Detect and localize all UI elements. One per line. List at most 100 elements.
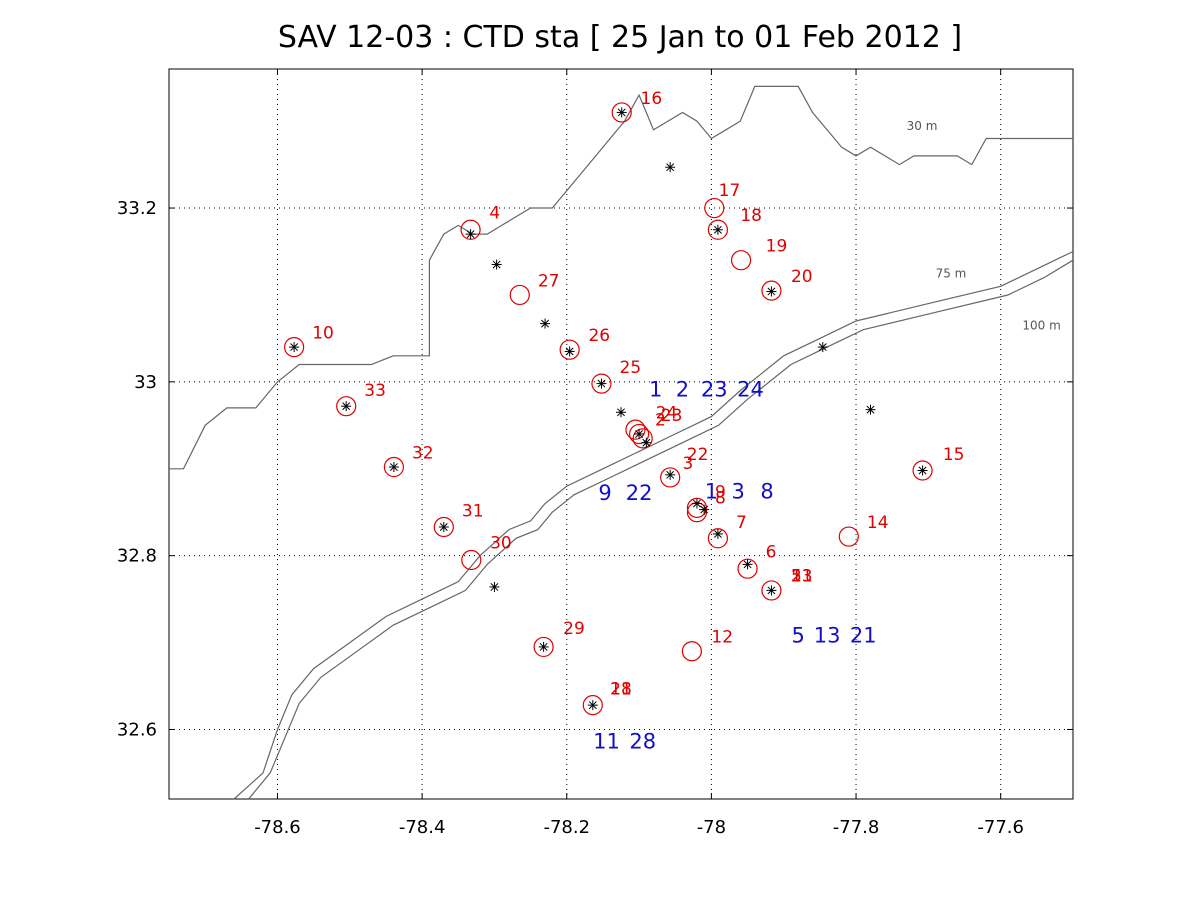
station-number-label: 10 xyxy=(312,323,334,343)
plot-frame xyxy=(168,68,1074,800)
station-circle xyxy=(533,636,554,658)
station-circle xyxy=(681,641,702,662)
station-circle xyxy=(761,580,782,601)
x-tick-label: -78.6 xyxy=(254,817,301,838)
station-circle xyxy=(336,396,357,417)
station-number-label: 21 xyxy=(791,567,813,587)
y-tick-label: 33 xyxy=(134,372,157,393)
asterisk-stroke xyxy=(666,163,675,172)
asterisk-stroke xyxy=(818,343,827,352)
station-group-label: 1 xyxy=(649,378,662,402)
asterisk-stroke xyxy=(713,529,722,538)
station-number-label: 6 xyxy=(766,542,777,562)
depth-contour-line xyxy=(248,259,1074,800)
station-circle xyxy=(737,558,758,579)
station-circle xyxy=(591,373,612,394)
asterisk-stroke xyxy=(439,523,448,531)
station-circle xyxy=(284,336,305,358)
station-number-label: 9 xyxy=(715,482,726,502)
asterisk-stroke xyxy=(539,642,548,651)
station-circle xyxy=(912,460,933,481)
station-asterisk xyxy=(538,641,549,652)
station-circle xyxy=(838,526,859,547)
station-number-label: 8 xyxy=(715,489,726,509)
station-number-label: 24 xyxy=(656,403,678,423)
station-asterisk xyxy=(665,469,676,480)
station-asterisk xyxy=(564,346,575,357)
station-number-label: 25 xyxy=(620,358,642,378)
station-number-label: 13 xyxy=(791,567,813,587)
station-asterisk xyxy=(587,700,598,711)
station-asterisk xyxy=(616,107,627,118)
asterisk-stroke xyxy=(617,108,626,117)
station-number-label: 18 xyxy=(740,206,762,226)
depth-contour-line xyxy=(233,250,1074,800)
station-asterisk xyxy=(540,318,551,329)
station-number-label: 30 xyxy=(490,534,512,554)
station-circle xyxy=(509,284,530,306)
map-title: SAV 12-03 : CTD sta [ 25 Jan to 01 Feb 2… xyxy=(278,20,962,55)
x-axis-ticks: -78.6 -78.4 -78.2 -78 -77.8 -77.6 xyxy=(254,69,1024,838)
station-number-label: 29 xyxy=(563,619,585,639)
asterisk-stroke xyxy=(588,701,597,710)
asterisk-stroke xyxy=(918,466,927,475)
asterisk-stroke xyxy=(866,405,875,414)
asterisk-stroke xyxy=(642,438,651,447)
station-asterisk xyxy=(489,581,500,592)
y-tick-label: 32.6 xyxy=(117,719,157,740)
station-group-label: 8 xyxy=(760,479,773,503)
station-group-label: 11 xyxy=(593,730,620,754)
depth-contour-label: 75 m xyxy=(936,267,967,281)
station-circle xyxy=(433,516,454,538)
station-number-label: 12 xyxy=(711,628,733,648)
station-asterisk xyxy=(766,585,777,596)
asterisk-stroke xyxy=(767,287,776,296)
station-circle xyxy=(707,219,729,240)
station-asterisk xyxy=(596,378,607,389)
x-tick-label: -78 xyxy=(697,817,726,838)
y-tick-label: 33.2 xyxy=(117,198,157,219)
station-number-label: 14 xyxy=(867,513,889,533)
station-asterisk xyxy=(641,437,652,448)
asterisk-stroke xyxy=(700,505,709,514)
station-circle xyxy=(660,467,681,488)
station-asterisk xyxy=(465,229,476,240)
asterisk-stroke xyxy=(713,225,722,234)
x-tick-label: -77.8 xyxy=(833,817,880,838)
station-asterisk xyxy=(665,162,676,173)
station-group-label: 24 xyxy=(737,378,764,402)
station-group-label: 2 xyxy=(676,378,689,402)
y-tick-label: 32.8 xyxy=(117,546,157,567)
station-number-label: 28 xyxy=(610,680,632,700)
station-group-label: 21 xyxy=(850,624,877,648)
station-number-label: 2 xyxy=(655,410,666,430)
station-number-label: 5 xyxy=(791,567,802,587)
station-asterisk xyxy=(388,462,399,473)
station-circle xyxy=(730,250,752,271)
asterisk-stroke xyxy=(541,319,550,328)
station-number-label: 20 xyxy=(791,267,813,287)
station-circle xyxy=(761,280,782,301)
asterisk-stroke xyxy=(635,430,644,438)
asterisk-stroke xyxy=(617,408,625,417)
station-asterisk xyxy=(634,429,645,439)
station-number-label: 4 xyxy=(489,203,500,223)
station-group-label: 23 xyxy=(701,378,728,402)
station-asterisk xyxy=(742,559,753,570)
station-asterisk xyxy=(691,498,702,509)
station-number-label: 17 xyxy=(719,181,741,201)
station-circle xyxy=(704,197,725,219)
station-number-label: 33 xyxy=(364,381,386,401)
station-group-label: 3 xyxy=(731,479,744,503)
station-asterisk xyxy=(712,528,723,539)
station-number-label: 16 xyxy=(641,89,663,109)
station-asterisk xyxy=(865,404,876,415)
station-asterisk xyxy=(491,259,502,270)
asterisk-stroke xyxy=(290,343,299,352)
station-asterisks xyxy=(289,107,928,711)
y-axis-ticks: 32.6 32.8 33 33.2 xyxy=(117,198,1073,740)
station-circle xyxy=(611,102,632,123)
station-group-label: 5 xyxy=(791,624,804,648)
asterisk-stroke xyxy=(466,230,475,239)
